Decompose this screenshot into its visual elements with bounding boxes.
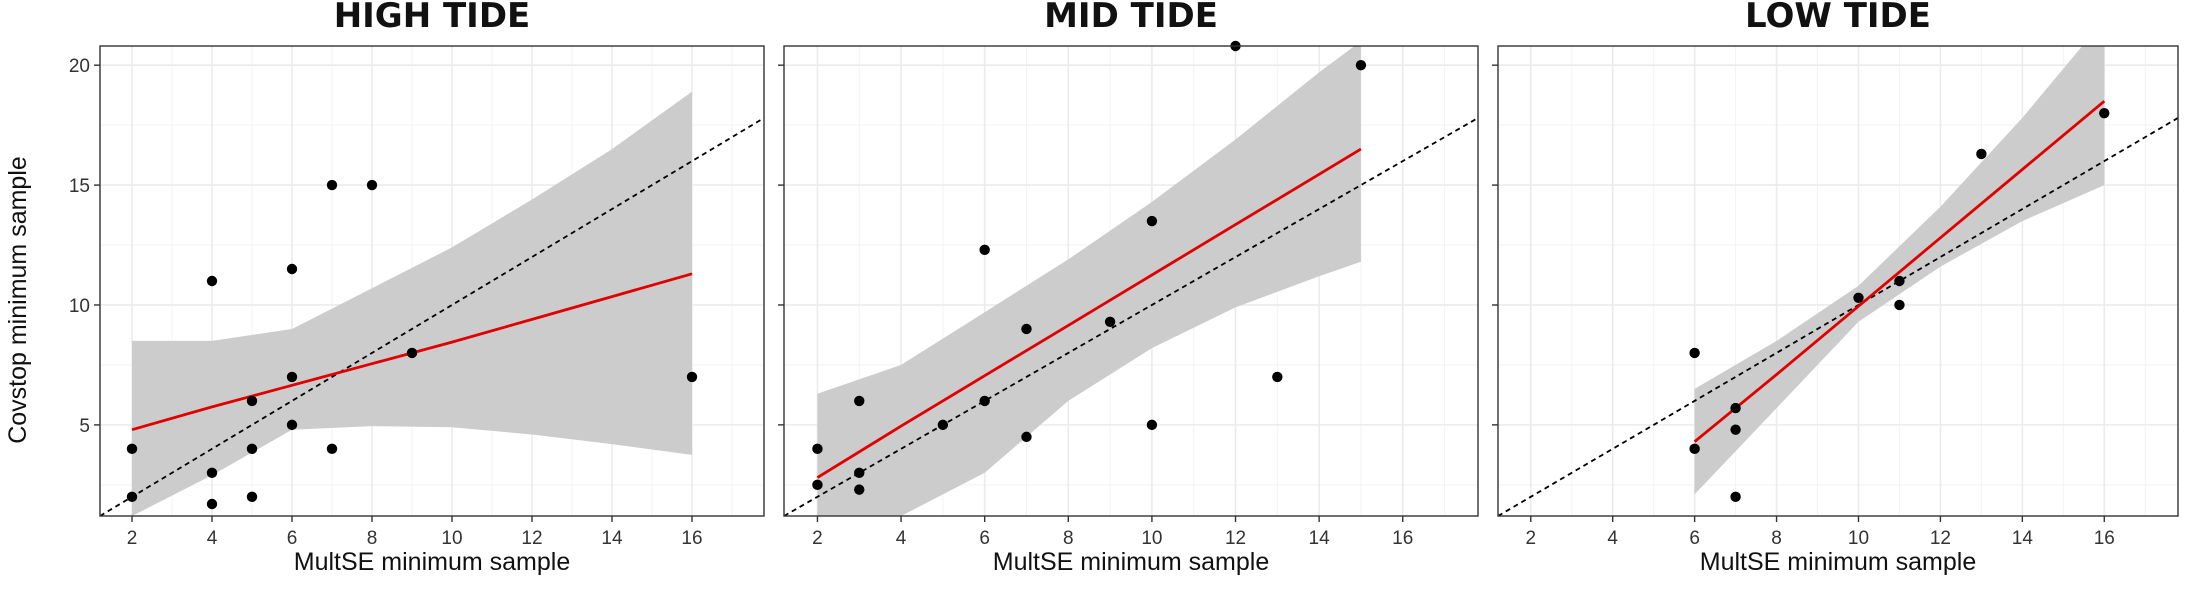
data-point [126,491,138,503]
data-point [366,179,378,191]
x-tick-label: 6 [287,528,298,549]
data-point [406,347,418,359]
x-axis-label: MultSE minimum sample [993,548,1269,576]
data-point [246,491,258,503]
data-point [246,395,258,407]
one-to-one-reference-line [100,117,764,516]
one-to-one-reference-line [784,117,1478,516]
x-tick-label: 6 [1689,528,1700,549]
confidence-band [132,91,692,516]
x-tick-label: 10 [441,528,462,549]
data-point [979,395,990,407]
y-axis-label: Covstop minimum sample [4,156,32,444]
data-point [286,263,298,275]
x-tick-label: 12 [1930,528,1951,549]
panel-border [1497,45,2179,517]
data-point [854,484,865,495]
x-tick-label: 14 [2012,528,2034,549]
y-tick-label: 10 [69,296,90,317]
x-axis-label: MultSE minimum sample [294,548,570,576]
x-tick-label: 14 [1309,528,1331,549]
data-point [937,419,949,431]
panel-2: 2 4 6 8 10 12 14 16 MID TIDE MultSE minimum sampl… [778,0,1479,576]
x-tick-label: 16 [1392,528,1413,549]
data-point [1853,292,1864,303]
y-tick-label: 20 [69,56,90,77]
panel-title: HIGH TIDE [334,0,531,36]
x-tick-label: 12 [1225,528,1246,549]
x-tick-label: 16 [2094,528,2115,549]
panel-3: 2 4 6 8 10 12 14 16 LOW TIDE MultSE minimum sampl… [1492,0,2179,576]
x-tick-label: 4 [1607,528,1618,549]
data-point [854,467,865,479]
data-point [1894,275,1905,287]
confidence-band [817,46,1361,516]
data-point [286,371,298,383]
x-tick-label: 8 [1063,528,1074,549]
x-tick-label: 8 [1771,528,1782,549]
panel-title: MID TIDE [1044,0,1218,36]
panel-title: LOW TIDE [1745,0,1931,36]
x-tick-label: 10 [1848,528,1869,549]
data-point [1689,347,1700,359]
data-point [1272,371,1283,383]
y-tick-label: 5 [79,416,90,437]
plot-area [1498,46,2178,516]
x-tick-label: 2 [1525,528,1536,549]
data-point [326,443,338,455]
panel-border [99,45,765,517]
x-tick-label: 8 [367,528,378,549]
data-point [1730,424,1741,435]
data-point [854,395,865,407]
data-point [206,467,218,479]
x-tick-label: 2 [812,528,823,549]
data-point [246,443,258,455]
data-point [286,419,298,431]
data-point [326,179,338,191]
data-point [1104,316,1116,327]
data-point [1355,59,1367,71]
data-point [1021,431,1032,443]
data-point [1730,402,1741,414]
data-point [1730,491,1741,503]
fit-line [1693,100,2106,443]
data-point [1689,443,1700,455]
x-tick-label: 6 [979,528,990,549]
fit-line [816,147,1362,479]
data-point [2099,107,2110,119]
data-point [686,371,698,383]
x-tick-label: 2 [127,528,138,549]
x-tick-label: 4 [896,528,907,549]
data-point [1146,215,1158,227]
data-point [206,498,218,510]
data-point [126,443,138,455]
data-point [812,443,823,455]
data-point [979,244,990,256]
x-tick-label: 4 [207,528,218,549]
panel-1: 2 4 6 8 10 12 14 16 5 10 15 20 HIGH TIDE MultSE minim… [69,0,765,576]
x-tick-label: 16 [681,528,702,549]
data-point [812,479,823,491]
x-axis-label: MultSE minimum sample [1700,548,1976,576]
y-tick-label: 15 [69,176,90,197]
data-point [1021,323,1032,335]
data-point [1976,148,1987,160]
x-tick-label: 14 [601,528,623,549]
panel-border [783,45,1479,517]
data-point [1894,299,1905,311]
x-tick-label: 12 [521,528,542,549]
data-point [1146,419,1158,431]
x-tick-label: 10 [1141,528,1162,549]
data-point [206,275,218,287]
plot-area [784,46,1478,516]
